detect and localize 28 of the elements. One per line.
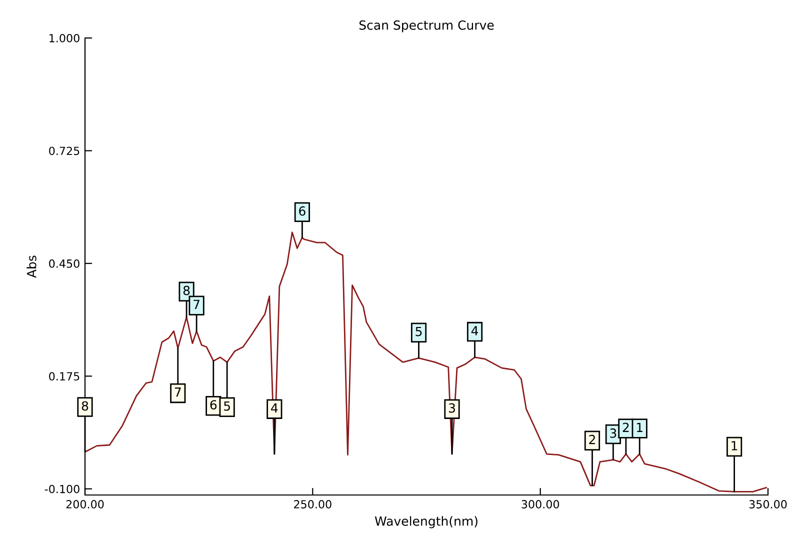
annotation: 2 bbox=[622, 422, 629, 432]
annotation: 5 bbox=[224, 401, 230, 411]
annotation: 7 bbox=[194, 300, 200, 310]
annotation: 6 bbox=[210, 400, 217, 410]
annotation: 8 bbox=[82, 401, 88, 411]
x-tick-label: 200.00 bbox=[66, 500, 104, 508]
annotation: 4 bbox=[471, 326, 478, 336]
y-tick-label: 0.725 bbox=[49, 146, 80, 156]
annotation: 3 bbox=[448, 403, 455, 413]
annotation: 2 bbox=[589, 434, 595, 444]
chart-title: Scan Spectrum Curve bbox=[359, 20, 494, 32]
annotation: 5 bbox=[416, 326, 422, 336]
annotation: 4 bbox=[271, 403, 278, 413]
x-tick-label: 350.00 bbox=[749, 500, 787, 508]
x-tick-label: 250.00 bbox=[294, 500, 332, 508]
y-tick-label: 0.175 bbox=[49, 372, 80, 381]
annotation: 6 bbox=[299, 206, 306, 216]
annotation: 3 bbox=[610, 428, 616, 438]
y-tick-label: 0.450 bbox=[49, 259, 80, 268]
x-axis-title: Wavelength(nm) bbox=[374, 516, 478, 528]
annotation: 8 bbox=[183, 286, 190, 296]
annotation: 7 bbox=[174, 388, 181, 397]
x-tick-label: 300.00 bbox=[522, 500, 560, 508]
y-tick-label: 1.000 bbox=[50, 34, 80, 42]
annotation: 1 bbox=[636, 422, 642, 432]
annotation: 1 bbox=[732, 441, 738, 450]
y-tick-label: -0.100 bbox=[44, 484, 80, 494]
y-axis-title: Abs bbox=[26, 256, 36, 278]
